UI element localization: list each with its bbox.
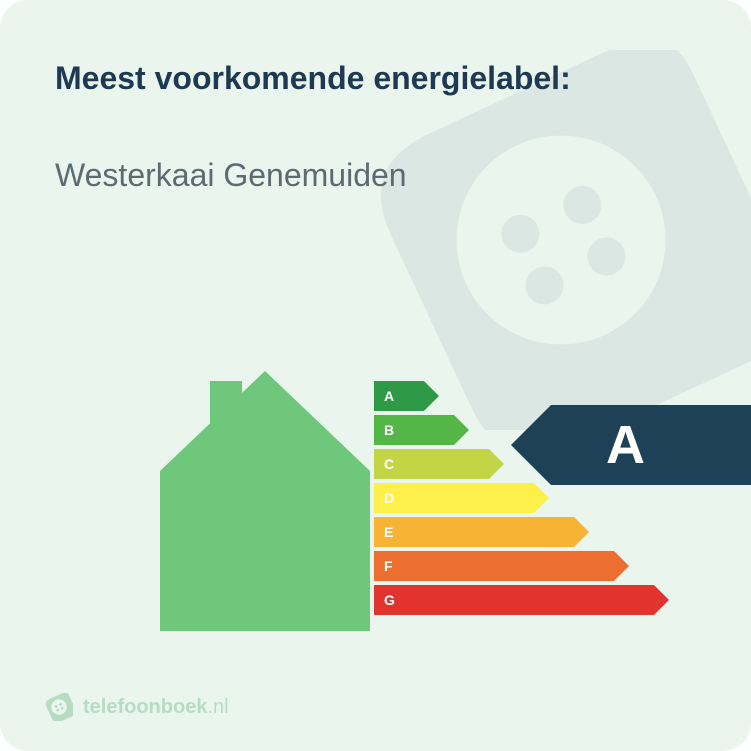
bar-shape	[374, 585, 654, 615]
bar-shape	[374, 483, 534, 513]
bar-label: G	[384, 592, 395, 608]
energy-bar-e: E	[374, 517, 654, 547]
energy-bar-d: D	[374, 483, 654, 513]
house-icon	[160, 361, 370, 641]
footer: telefoonboek.nl	[45, 693, 229, 721]
bar-label: D	[384, 490, 394, 506]
bar-label: E	[384, 524, 393, 540]
bar-shape	[374, 551, 614, 581]
bar-label: F	[384, 558, 393, 574]
title: Meest voorkomende energielabel:	[55, 60, 696, 97]
subtitle: Westerkaai Genemuiden	[55, 157, 696, 194]
energy-bar-f: F	[374, 551, 654, 581]
footer-brand-tld: .nl	[207, 696, 228, 718]
bar-label: A	[384, 388, 394, 404]
energy-bar-g: G	[374, 585, 654, 615]
bar-label: C	[384, 456, 394, 472]
bar-shape	[374, 517, 574, 547]
footer-brand-name: telefoonboek	[83, 696, 207, 718]
content-area: Meest voorkomende energielabel: Westerka…	[0, 0, 751, 194]
energy-chart: A B C D E F G	[160, 361, 720, 641]
phonebook-icon	[45, 693, 73, 721]
rating-badge: A	[551, 405, 751, 485]
bar-label: B	[384, 422, 394, 438]
rating-letter: A	[606, 414, 645, 476]
bar-shape	[374, 381, 424, 411]
infographic-card: Meest voorkomende energielabel: Westerka…	[0, 0, 751, 751]
footer-brand: telefoonboek.nl	[83, 696, 229, 719]
